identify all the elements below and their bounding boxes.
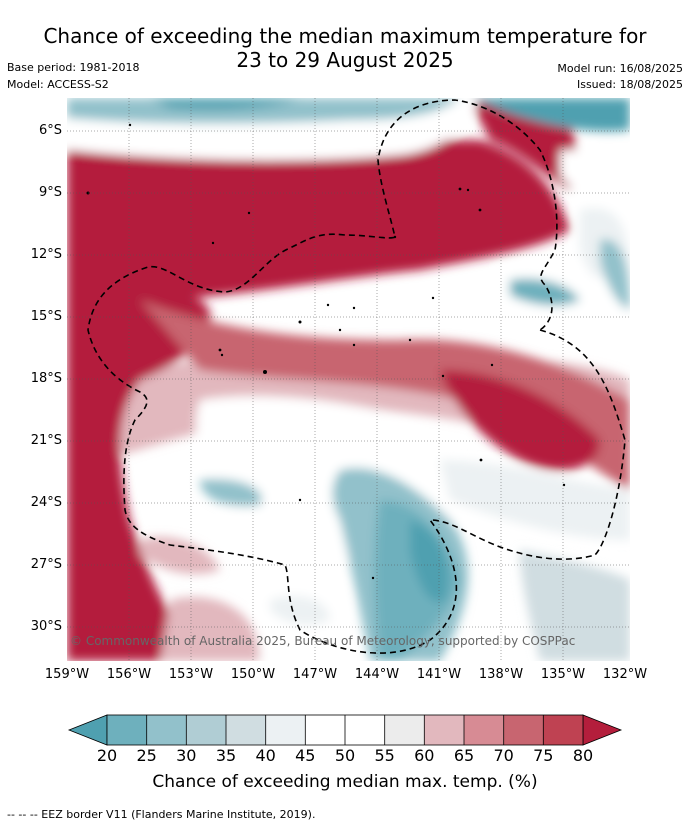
lat-label: 9°S xyxy=(38,185,62,200)
islands xyxy=(86,123,566,580)
eez-legend-note: -- -- -- EEZ border V11 (Flanders Marine… xyxy=(7,808,316,821)
issued-date: Issued: 18/08/2025 xyxy=(576,78,683,91)
model-name: Model: ACCESS-S2 xyxy=(7,78,109,91)
colorbar-label: 75 xyxy=(533,746,554,765)
colorbar-cell xyxy=(186,715,226,745)
lat-label: 12°S xyxy=(30,247,62,262)
lat-label: 30°S xyxy=(30,619,62,634)
colorbar-label: 70 xyxy=(493,746,514,765)
colorbar-cell xyxy=(146,715,187,745)
colorbar-label: 40 xyxy=(255,746,276,765)
model-run: Model run: 16/08/2025 xyxy=(557,62,683,75)
colorbar-cell xyxy=(265,715,306,745)
map-title-line1: Chance of exceeding the median maximum t… xyxy=(43,24,647,48)
colorbar-label: 35 xyxy=(215,746,237,765)
lat-label: 6°S xyxy=(38,123,62,138)
colorbar-label: 20 xyxy=(96,746,118,765)
colorbar-label: 25 xyxy=(136,746,157,765)
colorbar-label: 45 xyxy=(295,746,316,765)
colorbar-label: 80 xyxy=(572,746,594,765)
map-title-line2: 23 to 29 August 2025 xyxy=(236,48,454,72)
lon-label: 159°W xyxy=(44,667,90,682)
colorbar-label: 65 xyxy=(453,746,475,765)
eez-border xyxy=(87,99,626,654)
map-field xyxy=(67,98,630,661)
base-period: Base period: 1981-2018 xyxy=(7,61,140,74)
colorbar-cell xyxy=(305,715,345,745)
colorbar-cell xyxy=(464,715,504,745)
lat-label: 15°S xyxy=(30,309,62,324)
lon-label: 153°W xyxy=(168,667,214,682)
colorbar-low-arrow xyxy=(67,714,108,746)
lat-label: 24°S xyxy=(30,495,62,510)
colorbar-label: 60 xyxy=(414,746,435,765)
copyright-notice: © Commonwealth of Australia 2025, Bureau… xyxy=(70,634,576,648)
lon-label: 144°W xyxy=(354,667,400,682)
colorbar-cell xyxy=(384,715,425,745)
lon-label: 135°W xyxy=(540,667,586,682)
lon-label: 141°W xyxy=(416,667,462,682)
lon-label: 138°W xyxy=(478,667,524,682)
lat-label: 18°S xyxy=(30,371,62,386)
lon-label: 132°W xyxy=(602,667,648,682)
colorbar-label: 30 xyxy=(176,746,197,765)
colorbar-label: 55 xyxy=(374,746,395,765)
colorbar-cell xyxy=(503,715,544,745)
lat-label: 21°S xyxy=(30,433,62,448)
colorbar xyxy=(67,714,623,746)
colorbar-cell xyxy=(226,715,266,745)
colorbar-cell xyxy=(543,715,583,745)
lat-label: 27°S xyxy=(30,557,62,572)
colorbar-cell xyxy=(345,715,385,745)
lon-label: 150°W xyxy=(230,667,276,682)
lon-label: 147°W xyxy=(292,667,338,682)
graticule xyxy=(67,98,630,661)
lon-label: 156°W xyxy=(106,667,152,682)
colorbar-cell xyxy=(424,715,464,745)
colorbar-label: 50 xyxy=(334,746,356,765)
colorbar-high-arrow xyxy=(582,714,623,746)
colorbar-title: Chance of exceeding median max. temp. (%… xyxy=(152,772,538,792)
colorbar-cell xyxy=(107,715,147,745)
